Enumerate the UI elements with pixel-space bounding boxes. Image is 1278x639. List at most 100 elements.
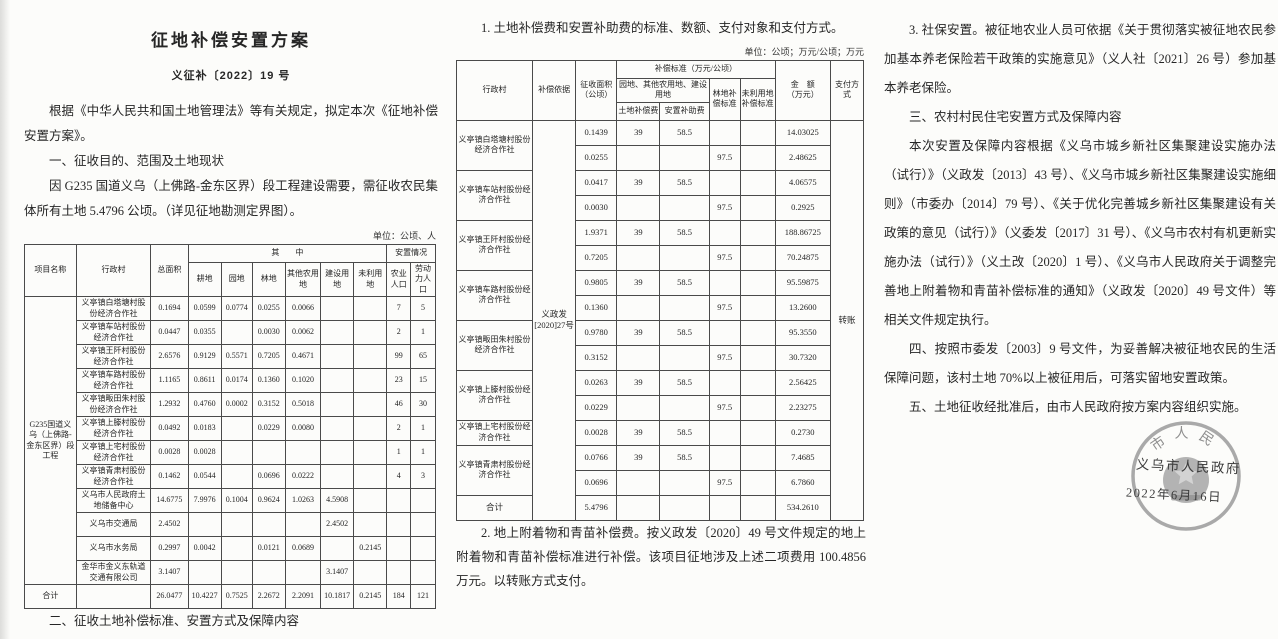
area-value: 0.4760	[187, 392, 222, 418]
official-seal: 市人民	[1128, 418, 1244, 534]
value-cell	[708, 444, 741, 471]
value-cell	[616, 244, 661, 271]
col-header-basis: 补偿依据	[532, 60, 577, 121]
village-name: 金华市金义东轨道交通有限公司	[75, 560, 152, 586]
total-value	[616, 494, 661, 521]
area-value	[320, 392, 355, 418]
area-value: 0.1020	[284, 368, 322, 394]
value-cell	[616, 469, 661, 496]
table-row: 0.0696 97.5 6.7860	[457, 469, 864, 496]
area-value: 0.0042	[187, 536, 222, 562]
value-cell	[708, 169, 741, 196]
total-value: 534.2610	[774, 494, 832, 521]
area-value	[220, 440, 253, 466]
area-value: 0.0080	[284, 416, 322, 442]
area-value	[410, 536, 436, 562]
value-cell	[708, 269, 741, 296]
village-name: 义亭镇上滕村股份经济合作社	[455, 369, 534, 421]
area-value: 2	[386, 320, 412, 346]
area-value: 1.0263	[284, 488, 322, 514]
col-header-amount: 金 额 （万元）	[774, 60, 832, 121]
area-value: 4.5908	[320, 488, 355, 514]
mid-table-unit-note: 单位：公顷；万元/公顷；万元	[744, 47, 864, 57]
value-cell: 95.59875	[774, 269, 832, 296]
area-value: 3.1407	[320, 560, 355, 586]
value-cell: 39	[616, 369, 661, 396]
col-header-payment: 支付方式	[830, 60, 864, 121]
village-name: 义亭镇车站村股份经济合作社	[455, 169, 534, 221]
section-3-heading: 三、农村村民住宅安置方式及保障内容	[909, 110, 1122, 124]
right-column: 3. 社保安置。被征地农业人员可依据《关于贯彻落实被征地农民参加基本养老保险若干…	[884, 16, 1276, 422]
table-row: 义亭镇车路村股份经济合作社 1.1165 0.8611 0.0174 0.1360 0.1…	[25, 368, 436, 394]
value-cell: 0.9805	[575, 269, 618, 296]
col-header-total-area: 总面积	[150, 243, 189, 298]
area-value: 2	[386, 416, 412, 442]
area-value	[353, 488, 388, 514]
empty-cell	[75, 584, 152, 610]
village-name: 义亭镇上宅村股份经济合作社	[75, 440, 152, 466]
value-cell: 39	[616, 319, 661, 346]
area-value: 0.0222	[284, 464, 322, 490]
area-value	[251, 512, 286, 538]
area-value: 14.6775	[150, 488, 189, 514]
table-row: 义亭镇上滕村股份经济合作社 0.0263 39 58.5 2.56425	[455, 369, 864, 421]
area-value: 65	[410, 344, 436, 370]
land-area-table-header: 项目名称 行政村 总面积 其 中 安置情况 耕地 园地 林地 其他农用地 建设用…	[24, 243, 436, 298]
value-cell	[616, 344, 661, 371]
area-value: 0.0229	[251, 416, 286, 442]
value-cell: 39	[616, 219, 661, 246]
value-cell: 39	[616, 419, 661, 446]
area-value: 2.4502	[320, 512, 355, 538]
area-value: 0.3152	[251, 392, 286, 418]
village-name: 义亭镇车路村股份经济合作社	[455, 269, 534, 321]
area-value	[220, 320, 253, 346]
col-header-labor-population: 劳动力人口	[410, 261, 436, 298]
village-name: 义亭镇青肃村股份经济合作社	[75, 464, 152, 490]
table-row: 义亭镇上宅村股份经济合作社 0.0028 39 58.5 0.2730	[455, 419, 864, 446]
area-value	[320, 296, 355, 322]
col-header-agri-population: 农业人口	[386, 261, 412, 298]
col-group-among: 其 中	[187, 244, 388, 263]
area-value: 1	[410, 440, 436, 466]
value-cell	[616, 144, 661, 171]
middle-column: 1. 土地补偿费和安置补助费的标准、数额、支付对象和支付方式。 单位：公顷；万元…	[455, 16, 866, 593]
value-cell: 2.56425	[774, 369, 832, 396]
total-value: 10.1817	[320, 584, 355, 610]
value-cell	[739, 194, 776, 221]
area-value: 1	[410, 320, 436, 346]
area-value: 0.0689	[284, 536, 322, 562]
village-name: 义亭镇白塔塘村股份经济合作社	[75, 296, 152, 322]
col-header-land-fee: 土地补偿费	[616, 101, 661, 121]
area-value	[353, 296, 388, 322]
value-cell	[739, 219, 776, 246]
value-cell: 39	[616, 119, 661, 146]
value-cell	[708, 219, 741, 246]
total-value	[739, 494, 776, 521]
total-row: 合计 5.4796 534.2610	[455, 494, 864, 521]
value-cell: 0.0766	[575, 444, 618, 471]
project-name: G235国道义乌（上佛路-金东区界）段工程	[24, 296, 77, 586]
value-cell: 0.0028	[575, 419, 618, 446]
document-number: 义征补〔2022〕19 号	[171, 70, 291, 82]
area-value: 3.1407	[150, 560, 189, 586]
total-value: 5.4796	[575, 494, 618, 521]
village-name: 义乌市交通局	[75, 512, 152, 538]
compensation-basis: 义政发 [2020]27号	[532, 119, 577, 521]
area-value: 0.0183	[187, 416, 222, 442]
area-value: 0.9129	[187, 344, 222, 370]
value-cell	[739, 344, 776, 371]
table-row: 义亭镇上宅村股份经济合作社 0.0028 0.0028 1 1	[25, 440, 436, 466]
area-value: 0.1462	[150, 464, 189, 490]
col-header-unused-standard: 未利用地补偿标准	[739, 78, 776, 121]
value-cell: 30.7320	[774, 344, 832, 371]
table-row: 义亭镇青肃村股份经济合作社 0.0766 39 58.5 7.4685	[455, 444, 864, 496]
value-cell: 1.9371	[575, 219, 618, 246]
total-value: 2.2091	[284, 584, 322, 610]
value-cell: 0.1360	[575, 294, 618, 321]
area-value: 0.0255	[251, 296, 286, 322]
value-cell: 97.5	[708, 344, 741, 371]
value-cell: 2.23275	[774, 394, 832, 421]
value-cell	[739, 394, 776, 421]
col-header-garden: 园地	[220, 261, 253, 298]
